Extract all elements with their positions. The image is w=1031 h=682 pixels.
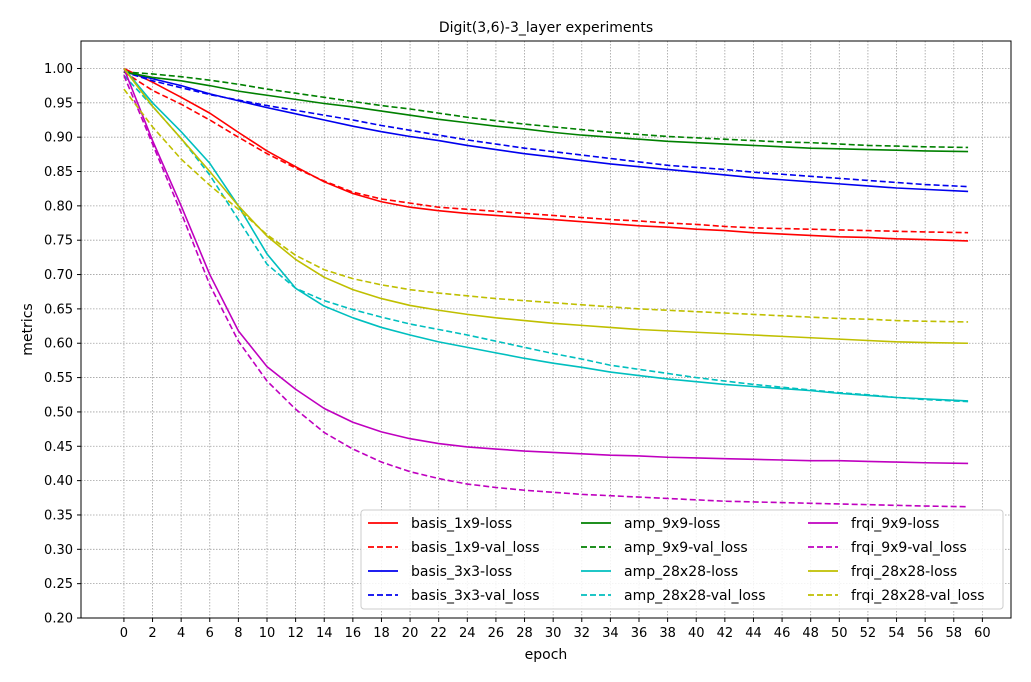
x-tick-label: 18 <box>373 626 390 641</box>
series-line-basis_1x9-loss <box>123 67 969 242</box>
x-tick-label: 54 <box>888 626 905 641</box>
x-tick-label: 40 <box>688 626 705 641</box>
x-tick-label: 22 <box>430 626 447 641</box>
series-lines <box>123 67 969 508</box>
series-line-frqi_28x28-val_loss <box>123 88 969 323</box>
x-tick-label: 32 <box>573 626 590 641</box>
x-tick-label: 0 <box>120 626 128 641</box>
legend-label: amp_9x9-loss <box>624 516 720 532</box>
y-tick-label: 0.80 <box>44 199 73 214</box>
y-tick-label: 0.20 <box>44 612 73 627</box>
x-tick-label: 38 <box>659 626 676 641</box>
legend-label: basis_3x3-loss <box>411 564 512 580</box>
x-tick-label: 20 <box>402 626 419 641</box>
y-tick-label: 0.55 <box>44 371 73 386</box>
y-tick-label: 0.40 <box>44 474 73 489</box>
x-tick-label: 58 <box>945 626 962 641</box>
x-tick-label: 12 <box>287 626 304 641</box>
x-tick-label: 60 <box>974 626 991 641</box>
y-tick-label: 0.30 <box>44 543 73 558</box>
x-tick-label: 30 <box>545 626 562 641</box>
axis-ticks: 0 2 4 6 8 10 12 14 16 18 20 22 24 26 28 30 32 34 36 38 40 42 4… <box>44 62 991 641</box>
plot-frame <box>80 40 1012 619</box>
y-tick-label: 1.00 <box>44 62 73 77</box>
x-tick-label: 36 <box>631 626 648 641</box>
legend-label: basis_1x9-loss <box>411 516 512 532</box>
legend-label: amp_28x28-val_loss <box>624 588 766 604</box>
x-tick-label: 16 <box>345 626 362 641</box>
x-tick-label: 56 <box>917 626 934 641</box>
series-line-basis_3x3-loss <box>123 71 969 193</box>
x-tick-label: 44 <box>745 626 762 641</box>
x-tick-label: 6 <box>206 626 214 641</box>
y-tick-label: 0.35 <box>44 508 73 523</box>
legend-label: frqi_9x9-loss <box>851 516 939 532</box>
legend-label: amp_28x28-loss <box>624 564 738 580</box>
y-tick-label: 0.90 <box>44 131 73 146</box>
legend-label: frqi_9x9-val_loss <box>851 540 967 556</box>
y-tick-label: 0.85 <box>44 165 73 180</box>
x-tick-label: 26 <box>488 626 505 641</box>
x-axis-label: epoch <box>525 647 568 663</box>
x-tick-label: 42 <box>717 626 734 641</box>
chart-title: Digit(3,6)-3_layer experiments <box>439 20 653 36</box>
x-tick-label: 48 <box>802 626 819 641</box>
x-tick-label: 10 <box>259 626 276 641</box>
x-tick-label: 8 <box>234 626 242 641</box>
y-tick-label: 0.50 <box>44 405 73 420</box>
legend-label: frqi_28x28-val_loss <box>851 588 985 604</box>
x-tick-label: 52 <box>860 626 877 641</box>
x-tick-label: 28 <box>516 626 533 641</box>
x-tick-label: 2 <box>148 626 156 641</box>
y-axis-label: metrics <box>20 303 36 355</box>
series-line-amp_9x9-val_loss <box>123 71 969 149</box>
y-tick-label: 0.75 <box>44 234 73 249</box>
y-tick-label: 0.95 <box>44 96 73 111</box>
series-line-basis_1x9-val_loss <box>123 71 969 234</box>
x-tick-label: 34 <box>602 626 619 641</box>
series-line-amp_28x28-val_loss <box>123 74 969 403</box>
series-line-frqi_9x9-loss <box>123 68 969 465</box>
series-line-frqi_9x9-val_loss <box>123 75 969 508</box>
legend-label: frqi_28x28-loss <box>851 564 957 580</box>
y-tick-label: 0.65 <box>44 302 73 317</box>
x-tick-label: 46 <box>774 626 791 641</box>
x-tick-label: 14 <box>316 626 333 641</box>
legend-label: amp_9x9-val_loss <box>624 540 748 556</box>
x-tick-label: 4 <box>177 626 185 641</box>
legend-label: basis_3x3-val_loss <box>411 588 540 604</box>
y-tick-label: 0.45 <box>44 440 73 455</box>
legend-box <box>360 509 1004 610</box>
series-line-amp_9x9-loss <box>123 71 969 153</box>
y-tick-label: 0.70 <box>44 268 73 283</box>
legend-label: basis_1x9-val_loss <box>411 540 540 556</box>
x-tick-label: 24 <box>459 626 476 641</box>
x-tick-label: 50 <box>831 626 848 641</box>
legend: basis_1x9-loss basis_1x9-val_loss basis_3x… <box>360 509 1004 610</box>
y-tick-label: 0.25 <box>44 577 73 592</box>
y-tick-label: 0.60 <box>44 337 73 352</box>
